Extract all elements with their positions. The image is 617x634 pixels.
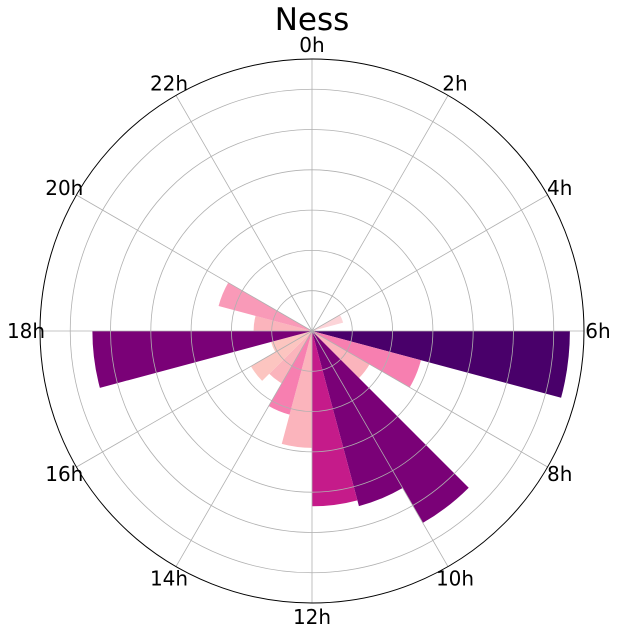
tick-label: 12h — [293, 605, 331, 629]
tick-label: 18h — [7, 319, 45, 343]
bars-layer — [92, 282, 570, 523]
grid-spoke — [311, 194, 548, 332]
grid-spoke — [76, 330, 313, 468]
grid-layer — [39, 58, 585, 604]
tick-label: 2h — [442, 71, 467, 95]
grid-spoke — [311, 95, 449, 332]
tick-label: 10h — [436, 567, 474, 591]
bar-hour-6 — [312, 331, 570, 398]
tick-label: 22h — [150, 71, 188, 95]
tick-label: 14h — [150, 567, 188, 591]
grid-spoke — [311, 330, 449, 567]
bar-hour-17 — [92, 331, 312, 388]
bar-hour-8 — [312, 331, 370, 379]
bar-hour-7 — [312, 331, 421, 388]
grid-spoke — [175, 95, 313, 332]
bar-hour-11 — [312, 331, 358, 507]
tick-labels-layer: 0h 2h 4h 6h 8h 10h 12h 14h 16h 18h 20h 22h — [7, 33, 611, 629]
grid-spoke — [76, 194, 313, 332]
grid-spoke — [311, 330, 548, 468]
outer-frame — [39, 58, 585, 604]
bar-hour-12 — [281, 331, 312, 448]
tick-label: 16h — [45, 462, 83, 486]
tick-label: 8h — [547, 462, 572, 486]
tick-label: 0h — [299, 33, 324, 57]
tick-label: 4h — [547, 176, 572, 200]
tick-label: 6h — [585, 319, 610, 343]
bar-hour-14 — [269, 331, 312, 384]
bar-hour-16 — [271, 331, 312, 353]
bar-hour-4 — [312, 314, 344, 331]
tick-label: 20h — [45, 176, 83, 200]
grid-spoke — [175, 330, 313, 567]
bar-hour-15 — [250, 331, 312, 381]
bar-hour-9 — [312, 331, 469, 523]
bar-hour-13 — [268, 331, 312, 415]
bar-hour-19 — [218, 282, 312, 331]
chart-title: Ness — [275, 2, 350, 38]
bar-hour-18 — [253, 315, 312, 331]
bar-hour-10 — [312, 331, 403, 507]
